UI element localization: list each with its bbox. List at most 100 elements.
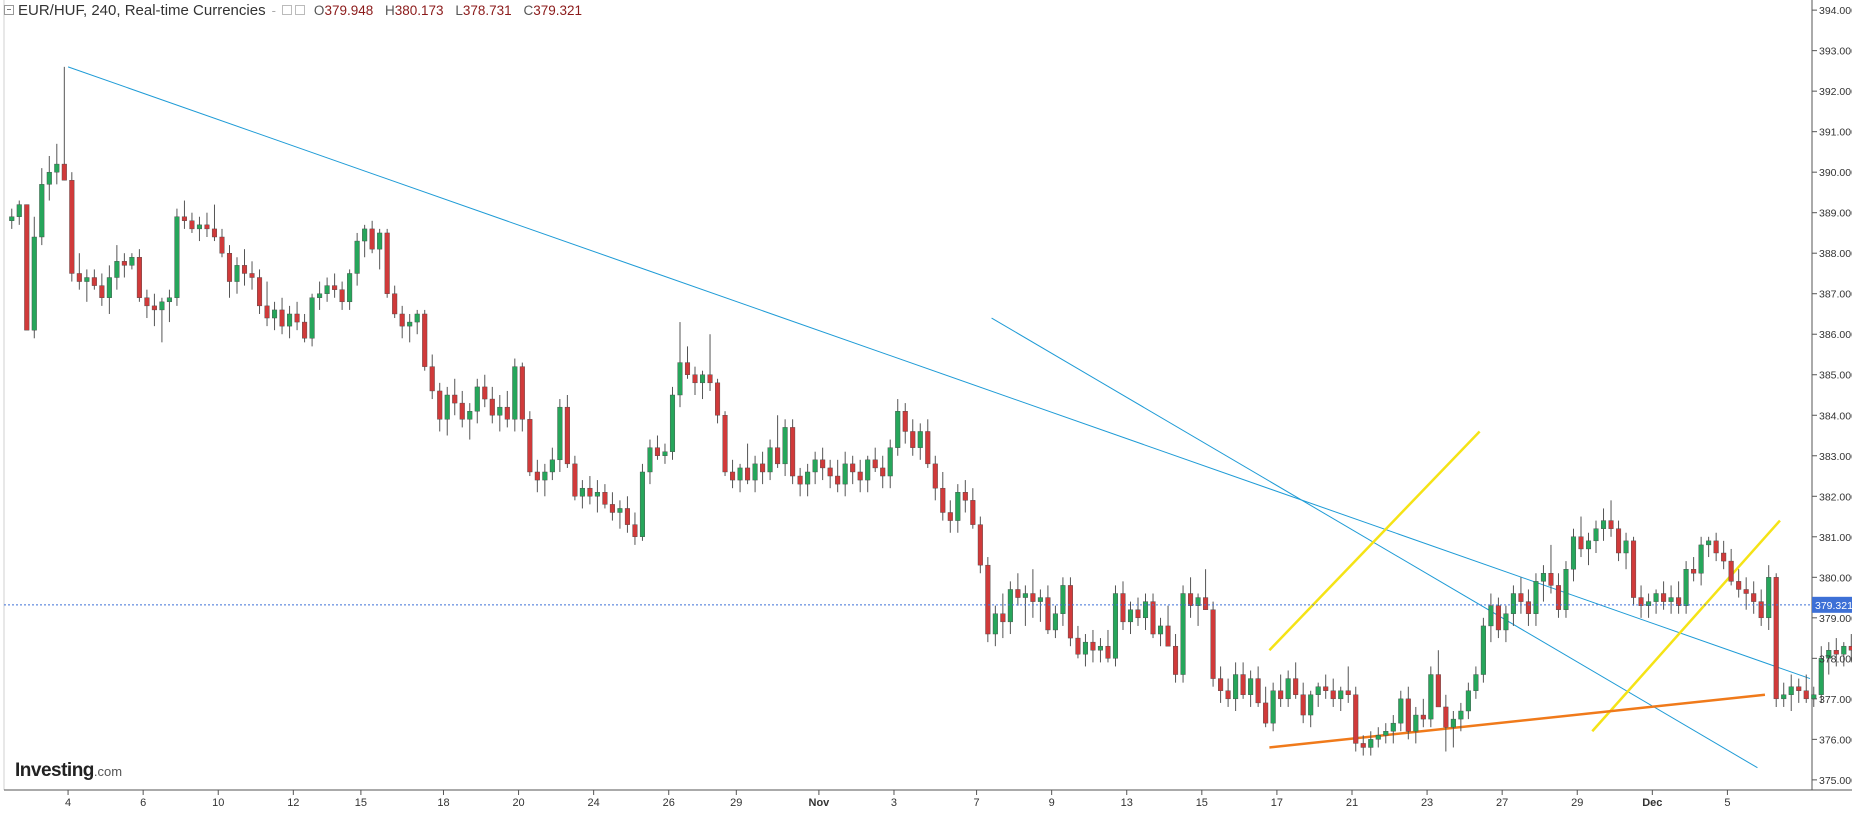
candle-body — [775, 447, 781, 465]
candle-body — [542, 471, 548, 481]
candle-body — [842, 463, 848, 485]
candle-body — [1638, 597, 1644, 606]
candle-body — [797, 475, 803, 485]
close-label: C — [523, 2, 534, 18]
collapse-legend-icon[interactable] — [4, 5, 14, 15]
candle-body — [272, 309, 278, 319]
time-tick-label: 26 — [663, 797, 675, 809]
last-price-label: 379.321 — [1815, 600, 1852, 612]
candle-body — [1578, 536, 1584, 550]
candle-body — [1225, 690, 1231, 700]
candle-body — [1315, 686, 1321, 695]
price-tick-label: 394.000 — [1819, 5, 1852, 17]
candle-body — [54, 163, 60, 173]
candle-body — [992, 613, 998, 635]
candle-body — [790, 427, 796, 477]
candle-body — [422, 313, 428, 367]
candle-body — [1683, 569, 1689, 606]
candle-body — [1518, 593, 1524, 602]
candle-body — [1788, 686, 1794, 695]
candle-body — [1203, 597, 1209, 610]
candle-body — [1135, 609, 1141, 619]
time-tick-label: 20 — [512, 797, 524, 809]
candle-body — [647, 447, 653, 473]
candle-body — [1458, 710, 1464, 720]
candle-body — [1488, 605, 1494, 627]
price-tick-label: 377.000 — [1819, 694, 1852, 706]
candle-body — [46, 171, 52, 185]
candle-body — [1285, 678, 1291, 700]
candle-body — [1052, 613, 1058, 631]
candle-body — [1248, 678, 1254, 695]
time-axis[interactable]: 4 6 10 12 15 18 20 24 26 29 Nov 3 7 9 13 15 17 21 23 27 29 De… — [65, 790, 1730, 809]
time-tick-label: 6 — [140, 797, 146, 809]
candle-body — [1330, 690, 1336, 700]
candle-body — [474, 386, 480, 412]
candle-body — [1300, 694, 1306, 716]
candle-body — [437, 390, 443, 420]
candle-body — [211, 228, 218, 238]
candle-body — [1405, 698, 1411, 732]
candle-body — [955, 492, 961, 521]
price-axis[interactable]: 375.000 376.000 377.000 378.000 379.000 380.0… — [1812, 5, 1852, 787]
candle-body — [1465, 690, 1471, 712]
time-tick-label: 13 — [1121, 797, 1133, 809]
candle-body — [444, 394, 450, 420]
candle-body — [226, 253, 233, 282]
candle-body — [1308, 694, 1314, 716]
settings-icon[interactable] — [294, 5, 305, 15]
candle-body — [1165, 625, 1171, 647]
candle-body — [1593, 528, 1599, 542]
time-tick-label: Dec — [1642, 797, 1662, 809]
candle-body — [1510, 593, 1516, 614]
chart-legend-header: EUR/HUF, 240, Real-time Currencies - O37… — [4, 1, 590, 19]
candle-body — [977, 524, 983, 566]
visibility-icon[interactable] — [281, 5, 292, 15]
candle-body — [407, 321, 413, 327]
trendline-orange-4 — [1269, 693, 1766, 749]
candle-body — [121, 261, 127, 266]
time-tick-label: 24 — [588, 797, 600, 809]
candle-body — [489, 398, 495, 416]
candle-body — [1067, 585, 1073, 639]
price-tick-label: 390.000 — [1819, 167, 1852, 179]
time-tick-label: Nov — [809, 797, 831, 809]
candle-body — [1278, 690, 1284, 700]
candle-body — [159, 301, 165, 311]
candle-body — [557, 406, 563, 461]
time-tick-label: 21 — [1346, 797, 1358, 809]
candle-body — [1323, 686, 1329, 691]
candle-body — [1360, 743, 1366, 748]
time-tick-label: 4 — [65, 797, 71, 809]
candle-body — [1600, 520, 1607, 529]
candle-body — [1758, 601, 1764, 619]
time-tick-label: 29 — [1571, 797, 1583, 809]
candle-body — [129, 257, 135, 266]
price-tick-label: 385.000 — [1819, 370, 1852, 382]
candle-body — [1045, 597, 1051, 631]
candle-body — [414, 313, 420, 323]
candle-body — [317, 293, 323, 298]
price-tick-label: 382.000 — [1819, 491, 1852, 503]
candle-body — [204, 224, 210, 230]
candle-body — [1435, 674, 1441, 708]
candle-body — [1818, 658, 1824, 695]
candle-body — [1150, 601, 1156, 635]
candle-body — [39, 184, 45, 238]
candle-body — [730, 471, 736, 481]
candle-body — [632, 524, 638, 537]
candle-body — [1142, 601, 1149, 619]
candle-body — [1721, 552, 1727, 562]
candle-body — [527, 419, 533, 473]
candle-body — [872, 459, 878, 469]
candle-body — [1015, 589, 1021, 598]
candle-body — [1473, 674, 1479, 691]
candle-body — [196, 224, 202, 230]
candle-body — [189, 220, 195, 230]
candle-body — [1450, 718, 1456, 728]
candle-body — [1233, 674, 1239, 700]
time-tick-label: 15 — [1196, 797, 1208, 809]
candle-body — [1090, 641, 1096, 651]
